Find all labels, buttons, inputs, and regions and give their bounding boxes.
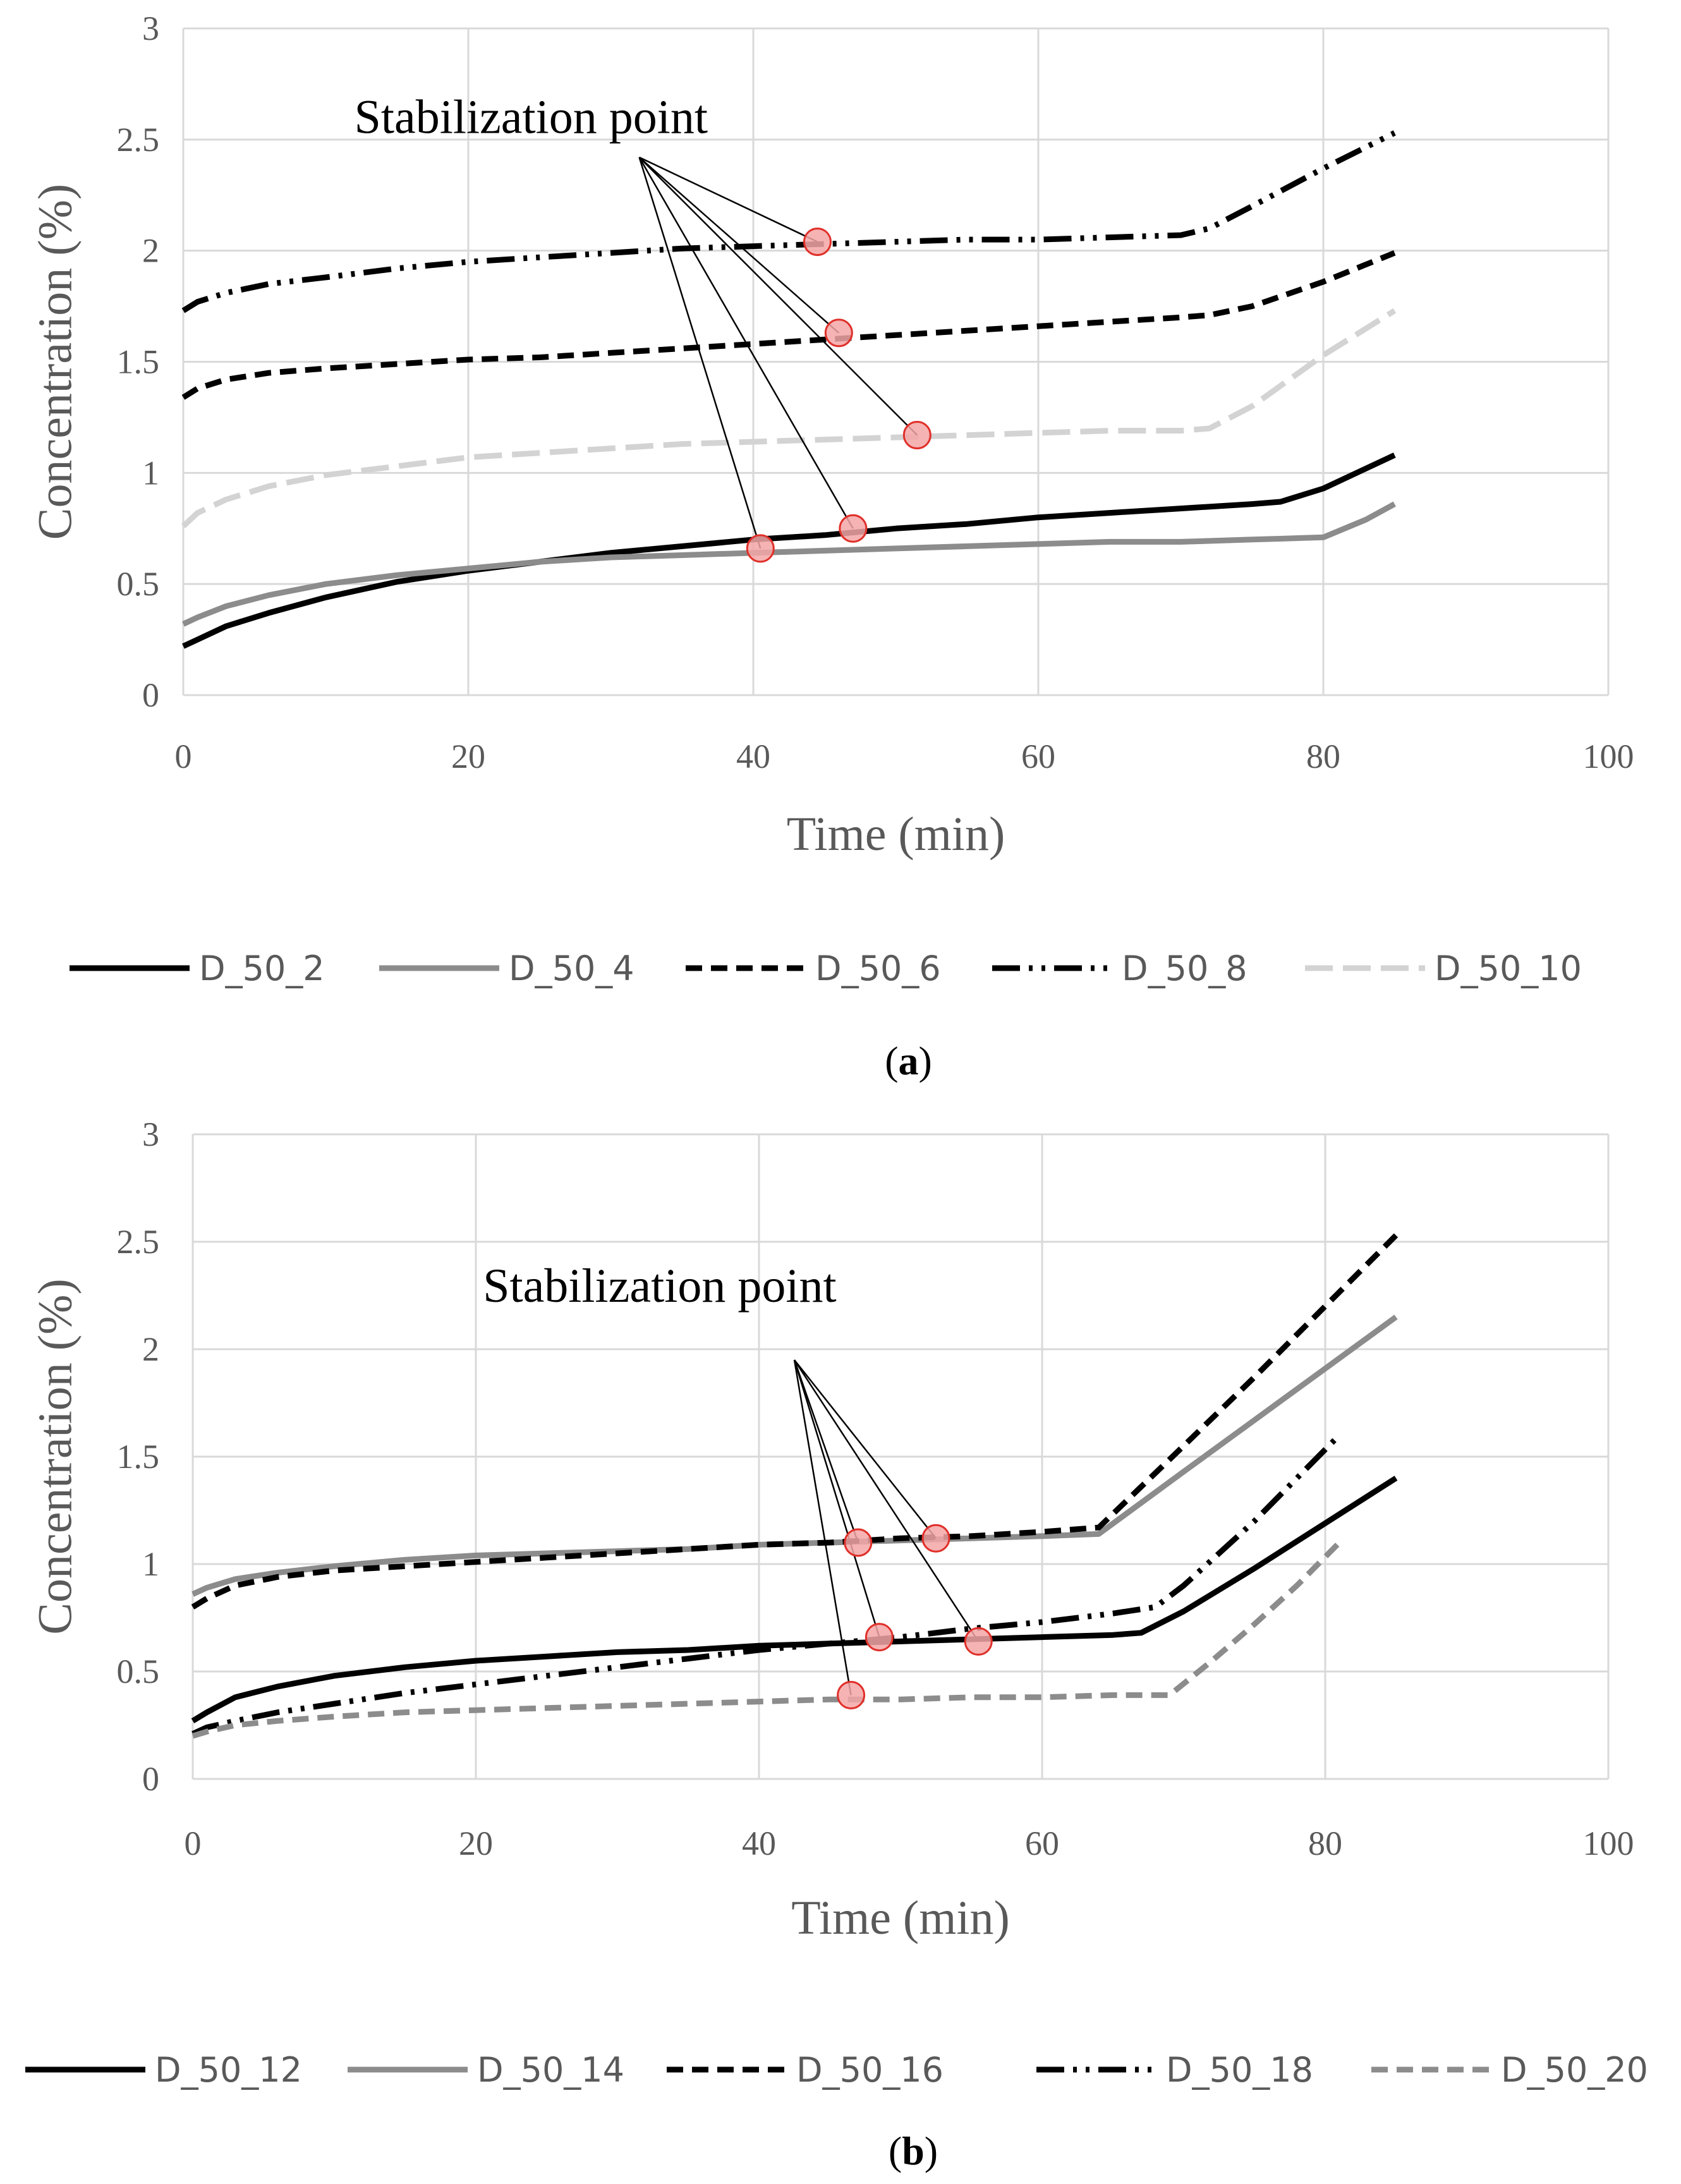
annotation-leader-line <box>638 157 762 549</box>
annotation-leader-line <box>638 157 918 436</box>
y-tick-label: 1.5 <box>117 1438 160 1476</box>
legend-label: D_50_4 <box>509 949 634 988</box>
stabilization-point-marker <box>839 514 868 543</box>
annotation-label: Stabilization point <box>483 1259 836 1313</box>
chart-panel-b: 0 0.5 1 1.5 2 2.5 3 0 20 40 60 80 100 Time (min) Con… <box>25 1115 1648 2173</box>
x-tick-label: 0 <box>185 1824 202 1862</box>
panel-label: (b) <box>889 2128 938 2173</box>
annotation-leader-line <box>638 157 840 334</box>
x-tick-label: 100 <box>1583 737 1634 775</box>
x-axis-title: Time (min) <box>787 808 1005 861</box>
annotation-leader-line <box>639 156 818 243</box>
panel-label: (a) <box>885 1038 932 1083</box>
x-tick-label: 40 <box>736 737 770 775</box>
series-line-d-50-4 <box>182 501 1396 627</box>
legend: D_50_12 D_50_14 D_50_16 D_50_18 D_50_20 <box>25 2050 1648 2090</box>
legend-item: D_50_12 <box>25 2050 302 2090</box>
stabilization-point-marker <box>865 1623 894 1652</box>
annotation-leader-line <box>638 157 854 529</box>
annotation-label: Stabilization point <box>355 90 708 143</box>
legend-label: D_50_12 <box>155 2050 302 2090</box>
legend-label: D_50_6 <box>815 949 941 988</box>
legend-item: D_50_4 <box>379 949 634 988</box>
series-line-d-50-12 <box>191 1476 1398 1724</box>
annotation-leader-line <box>794 1359 937 1539</box>
legend-item: D_50_20 <box>1371 2050 1648 2090</box>
stabilization-point-marker <box>837 1680 866 1709</box>
y-tick-label: 1.5 <box>117 343 160 381</box>
legend-label: D_50_20 <box>1501 2050 1648 2090</box>
stabilization-point-marker <box>803 228 832 257</box>
y-tick-label: 0 <box>142 1760 159 1798</box>
y-tick-label: 0.5 <box>117 1653 160 1690</box>
x-tick-label: 60 <box>1021 737 1055 775</box>
legend-label: D_50_2 <box>199 949 325 988</box>
annotation-leader-line <box>793 1359 980 1642</box>
annotation-leader-line <box>793 1359 852 1696</box>
y-tick-label: 2.5 <box>117 1223 160 1261</box>
legend-label: D_50_10 <box>1435 949 1582 988</box>
series-line-d-50-10 <box>181 308 1397 528</box>
x-tick-label: 80 <box>1306 737 1340 775</box>
stabilization-point-marker <box>824 318 853 348</box>
legend-label: D_50_16 <box>796 2050 944 2090</box>
legend-item: D_50_10 <box>1305 949 1582 988</box>
x-tick-label: 20 <box>459 1824 493 1862</box>
legend-label: D_50_18 <box>1166 2050 1313 2090</box>
y-tick-label: 3 <box>142 9 159 47</box>
x-axis-title: Time (min) <box>791 1891 1010 1944</box>
x-tick-label: 0 <box>175 737 192 775</box>
series-line-d-50-2 <box>182 452 1396 649</box>
stabilization-point-marker <box>902 421 932 450</box>
x-tick-label: 100 <box>1583 1824 1634 1862</box>
y-tick-label: 2 <box>142 1330 159 1368</box>
legend-item: D_50_16 <box>667 2050 944 2090</box>
stabilization-point-marker <box>964 1627 993 1656</box>
series-line-d-50-6 <box>181 250 1396 400</box>
y-tick-label: 2 <box>142 232 159 270</box>
series-line-d-50-20 <box>191 1540 1342 1739</box>
chart-panel-a: 0 0.5 1 1.5 2 2.5 3 0 20 40 60 80 100 Time (min) Con… <box>28 9 1634 1083</box>
legend-item: D_50_6 <box>686 949 941 988</box>
legend-label: D_50_14 <box>477 2050 624 2090</box>
stabilization-point-marker <box>844 1528 873 1557</box>
series-line-d-50-16 <box>191 1233 1399 1610</box>
legend-item: D_50_2 <box>70 949 325 988</box>
y-tick-label: 0 <box>142 676 159 714</box>
y-tick-label: 2.5 <box>117 121 160 159</box>
annotation-leader-line <box>793 1359 880 1637</box>
series-line-d-50-14 <box>191 1314 1398 1597</box>
stabilization-point-marker <box>746 534 775 563</box>
legend-item: D_50_18 <box>1036 2050 1313 2090</box>
stabilization-point-marker <box>921 1524 950 1553</box>
y-tick-label: 3 <box>142 1115 159 1153</box>
legend-label: D_50_8 <box>1122 949 1247 988</box>
x-tick-label: 20 <box>451 737 485 775</box>
x-tick-label: 80 <box>1308 1824 1342 1862</box>
y-tick-label: 0.5 <box>117 565 160 603</box>
y-axis-title: Concentration (%) <box>28 184 82 540</box>
legend: D_50_2 D_50_4 D_50_6 D_50_8 D_50_10 <box>70 949 1582 988</box>
legend-item: D_50_8 <box>992 949 1247 988</box>
x-tick-label: 60 <box>1025 1824 1059 1862</box>
annotation-leader-line <box>793 1359 859 1543</box>
legend-item: D_50_14 <box>348 2050 624 2090</box>
x-tick-label: 40 <box>742 1824 776 1862</box>
series-line-d-50-18 <box>191 1433 1342 1737</box>
y-tick-label: 1 <box>142 454 159 492</box>
series-line-d-50-8 <box>181 130 1396 313</box>
y-tick-label: 1 <box>142 1545 159 1583</box>
y-axis-title: Concentration (%) <box>28 1278 82 1634</box>
